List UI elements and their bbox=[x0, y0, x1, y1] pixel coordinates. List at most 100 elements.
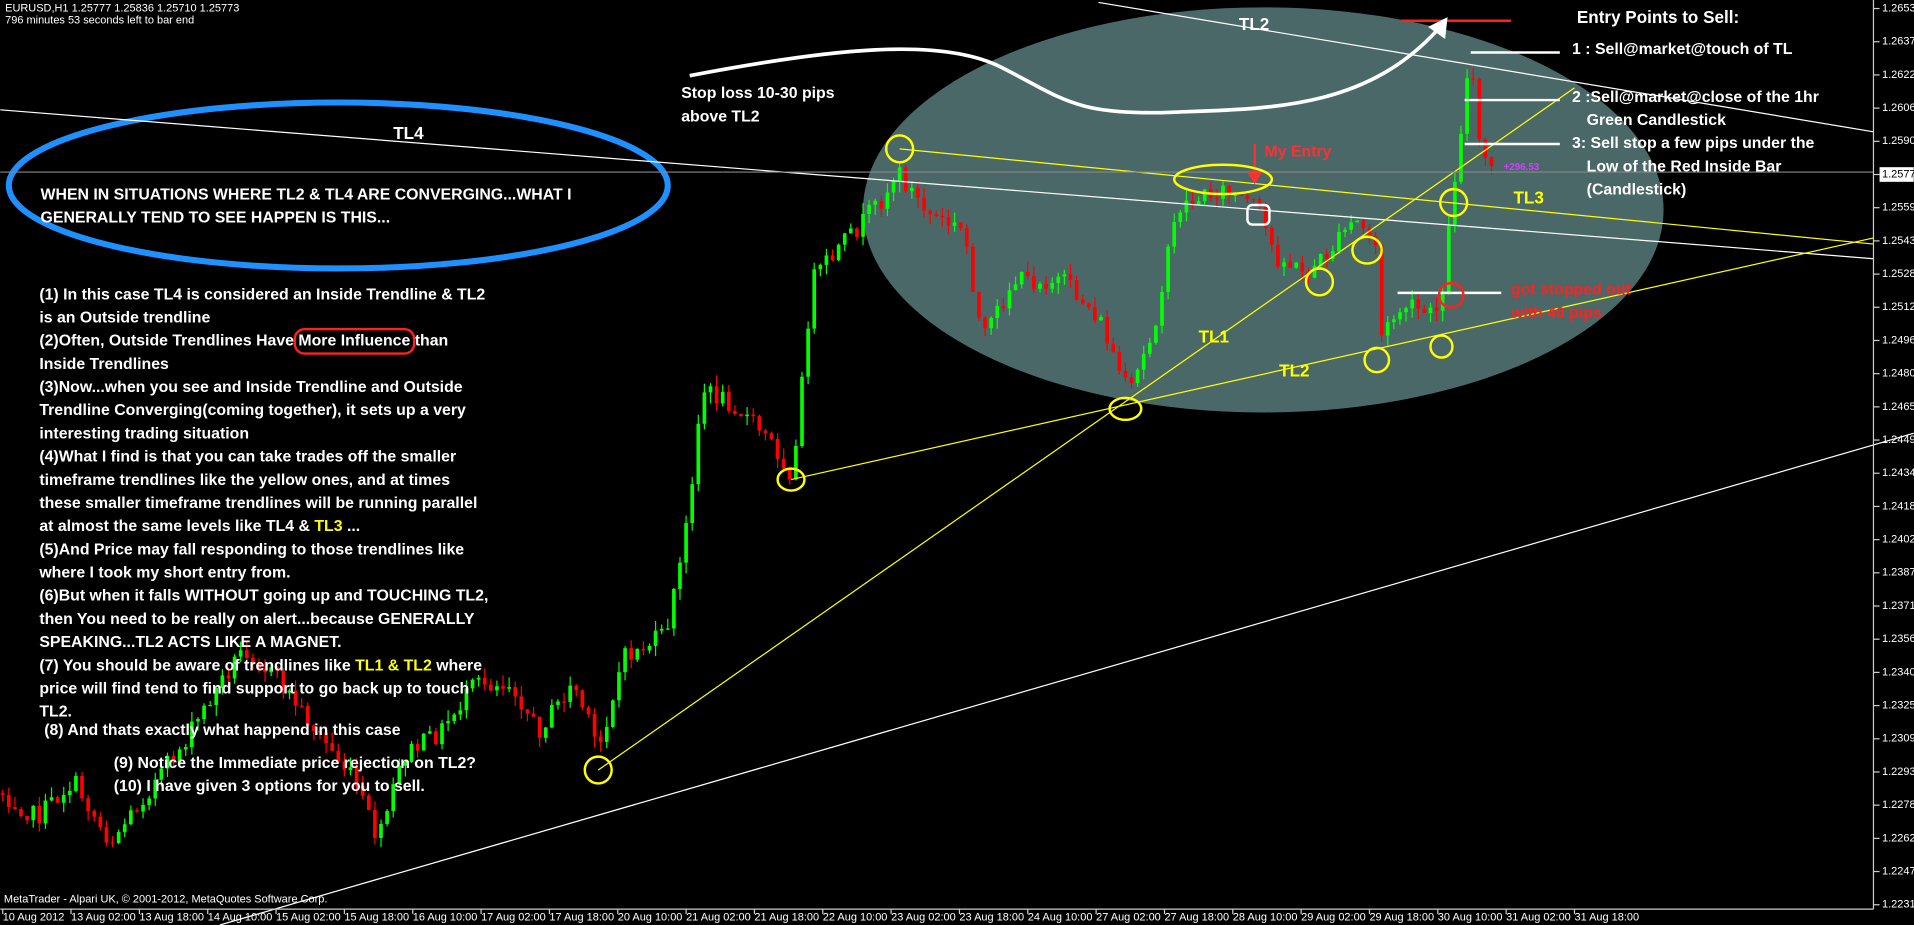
candle-body bbox=[647, 645, 652, 651]
note-highlight-box bbox=[293, 327, 416, 355]
candle-body bbox=[495, 686, 499, 691]
candle-body bbox=[1007, 290, 1012, 309]
note-line: price will find tend to find support to … bbox=[39, 681, 469, 698]
annotation: +296.53 bbox=[1504, 162, 1540, 173]
candle-body bbox=[1080, 299, 1085, 304]
candle-body bbox=[1154, 325, 1158, 343]
candle-body bbox=[971, 246, 975, 292]
white-marker bbox=[1246, 203, 1271, 226]
candle-body bbox=[769, 433, 774, 440]
note-line: (7) You should be aware of trendlines li… bbox=[39, 657, 482, 674]
tl2-line bbox=[1098, 1, 1874, 133]
note-segment: (8) And thats exactly what happend in th… bbox=[44, 722, 401, 739]
price-label: 1.24495 bbox=[1882, 434, 1914, 446]
symbol-line: EURUSD,H1 1.25777 1.25836 1.25710 1.2577… bbox=[5, 2, 239, 14]
candle-body bbox=[43, 800, 48, 824]
candle-body bbox=[1221, 185, 1225, 200]
candle-body bbox=[1172, 222, 1177, 247]
candle-body bbox=[190, 721, 194, 748]
candle-body bbox=[251, 657, 255, 664]
candle-body bbox=[800, 376, 804, 447]
time-label: 30 Aug 10:00 bbox=[1438, 912, 1503, 924]
candle-body bbox=[586, 707, 591, 715]
candle-body bbox=[550, 704, 554, 728]
candle-body bbox=[275, 667, 280, 671]
price-label: 1.26530 bbox=[1882, 2, 1914, 14]
candle-body bbox=[379, 823, 383, 838]
price-label: 1.25773 bbox=[1882, 168, 1914, 180]
candle-body bbox=[470, 679, 475, 689]
candle-body bbox=[165, 755, 170, 769]
candle-body bbox=[110, 842, 115, 844]
candle-body bbox=[354, 767, 359, 786]
candle-body bbox=[1227, 185, 1231, 196]
note-segment: then You need to be really on alert...be… bbox=[39, 611, 474, 628]
candle-body bbox=[1385, 322, 1390, 336]
candle-body bbox=[903, 167, 908, 192]
note-segment: (7) You should be aware of trendlines li… bbox=[39, 657, 355, 674]
candle-body bbox=[269, 667, 274, 673]
time-label: 31 Aug 02:00 bbox=[1506, 912, 1571, 924]
candle-body bbox=[1361, 220, 1366, 229]
candle-body bbox=[1251, 199, 1256, 201]
note-segment: where I took my short entry from. bbox=[38, 565, 290, 582]
yellow-circle bbox=[1439, 187, 1469, 218]
time-label: 10 Aug 2012 bbox=[3, 912, 65, 924]
note-segment: (4)What I find is that you can take trad… bbox=[39, 449, 456, 466]
candle-body bbox=[611, 700, 615, 727]
annotation: WHEN IN SITUATIONS WHERE TL2 & TL4 ARE C… bbox=[41, 186, 572, 203]
candle-body bbox=[726, 391, 731, 411]
time-label: 16 Aug 10:00 bbox=[413, 912, 478, 924]
note-line: (6)But when it falls WITHOUT going up an… bbox=[39, 588, 488, 605]
candle-body bbox=[1453, 181, 1457, 227]
price-label: 1.24340 bbox=[1882, 467, 1914, 479]
annotation: My Entry bbox=[1265, 144, 1332, 161]
candle-body bbox=[1117, 352, 1122, 371]
note-segment: interesting trading situation bbox=[39, 426, 249, 443]
candle-body bbox=[1050, 283, 1055, 289]
note-line: Inside Trendlines bbox=[39, 356, 169, 373]
candle-body bbox=[1135, 369, 1140, 384]
candle-body bbox=[104, 827, 109, 843]
candle-body bbox=[708, 386, 713, 393]
price-label: 1.23405 bbox=[1882, 666, 1914, 678]
candle-body bbox=[1367, 228, 1372, 237]
time-label: 23 Aug 18:00 bbox=[959, 912, 1024, 924]
candle-body bbox=[946, 216, 951, 226]
annotation: Stop loss 10-30 pips bbox=[681, 85, 835, 102]
note-line: timeframe trendlines like the yellow one… bbox=[39, 472, 450, 489]
candle-body bbox=[617, 672, 621, 701]
candle-body bbox=[232, 656, 237, 679]
candle-body bbox=[318, 731, 322, 733]
candle-body bbox=[1025, 271, 1030, 276]
price-label: 1.23715 bbox=[1882, 600, 1914, 612]
tl4-line bbox=[0, 109, 1874, 260]
candle-body bbox=[1233, 194, 1238, 197]
candle-body bbox=[684, 523, 688, 563]
candle-body bbox=[830, 255, 835, 261]
candle-body bbox=[1190, 200, 1195, 205]
candle-body bbox=[1099, 317, 1103, 321]
candle-body bbox=[0, 793, 5, 796]
annotation: Low of the Red Inside Bar bbox=[1587, 158, 1782, 175]
yellow-circle bbox=[1351, 235, 1383, 265]
candle-body bbox=[1270, 227, 1274, 245]
candle-body bbox=[1141, 353, 1146, 370]
candle-body bbox=[1074, 280, 1079, 300]
candle-body bbox=[281, 670, 286, 693]
yellow-circle bbox=[583, 755, 613, 785]
candle-body bbox=[556, 701, 560, 705]
candle-body bbox=[623, 648, 627, 673]
time-label: 21 Aug 02:00 bbox=[686, 912, 751, 924]
note-segment: TL1 & TL2 bbox=[355, 657, 432, 674]
yellow-circle bbox=[776, 467, 806, 492]
candle-body bbox=[604, 726, 609, 742]
candle-body bbox=[653, 630, 658, 646]
candle-body bbox=[464, 688, 469, 711]
tl3-line bbox=[899, 148, 1874, 245]
note-line: then You need to be really on alert...be… bbox=[39, 611, 474, 628]
candle-body bbox=[897, 167, 902, 182]
candle-body bbox=[1166, 246, 1170, 292]
candle-body bbox=[482, 677, 487, 685]
